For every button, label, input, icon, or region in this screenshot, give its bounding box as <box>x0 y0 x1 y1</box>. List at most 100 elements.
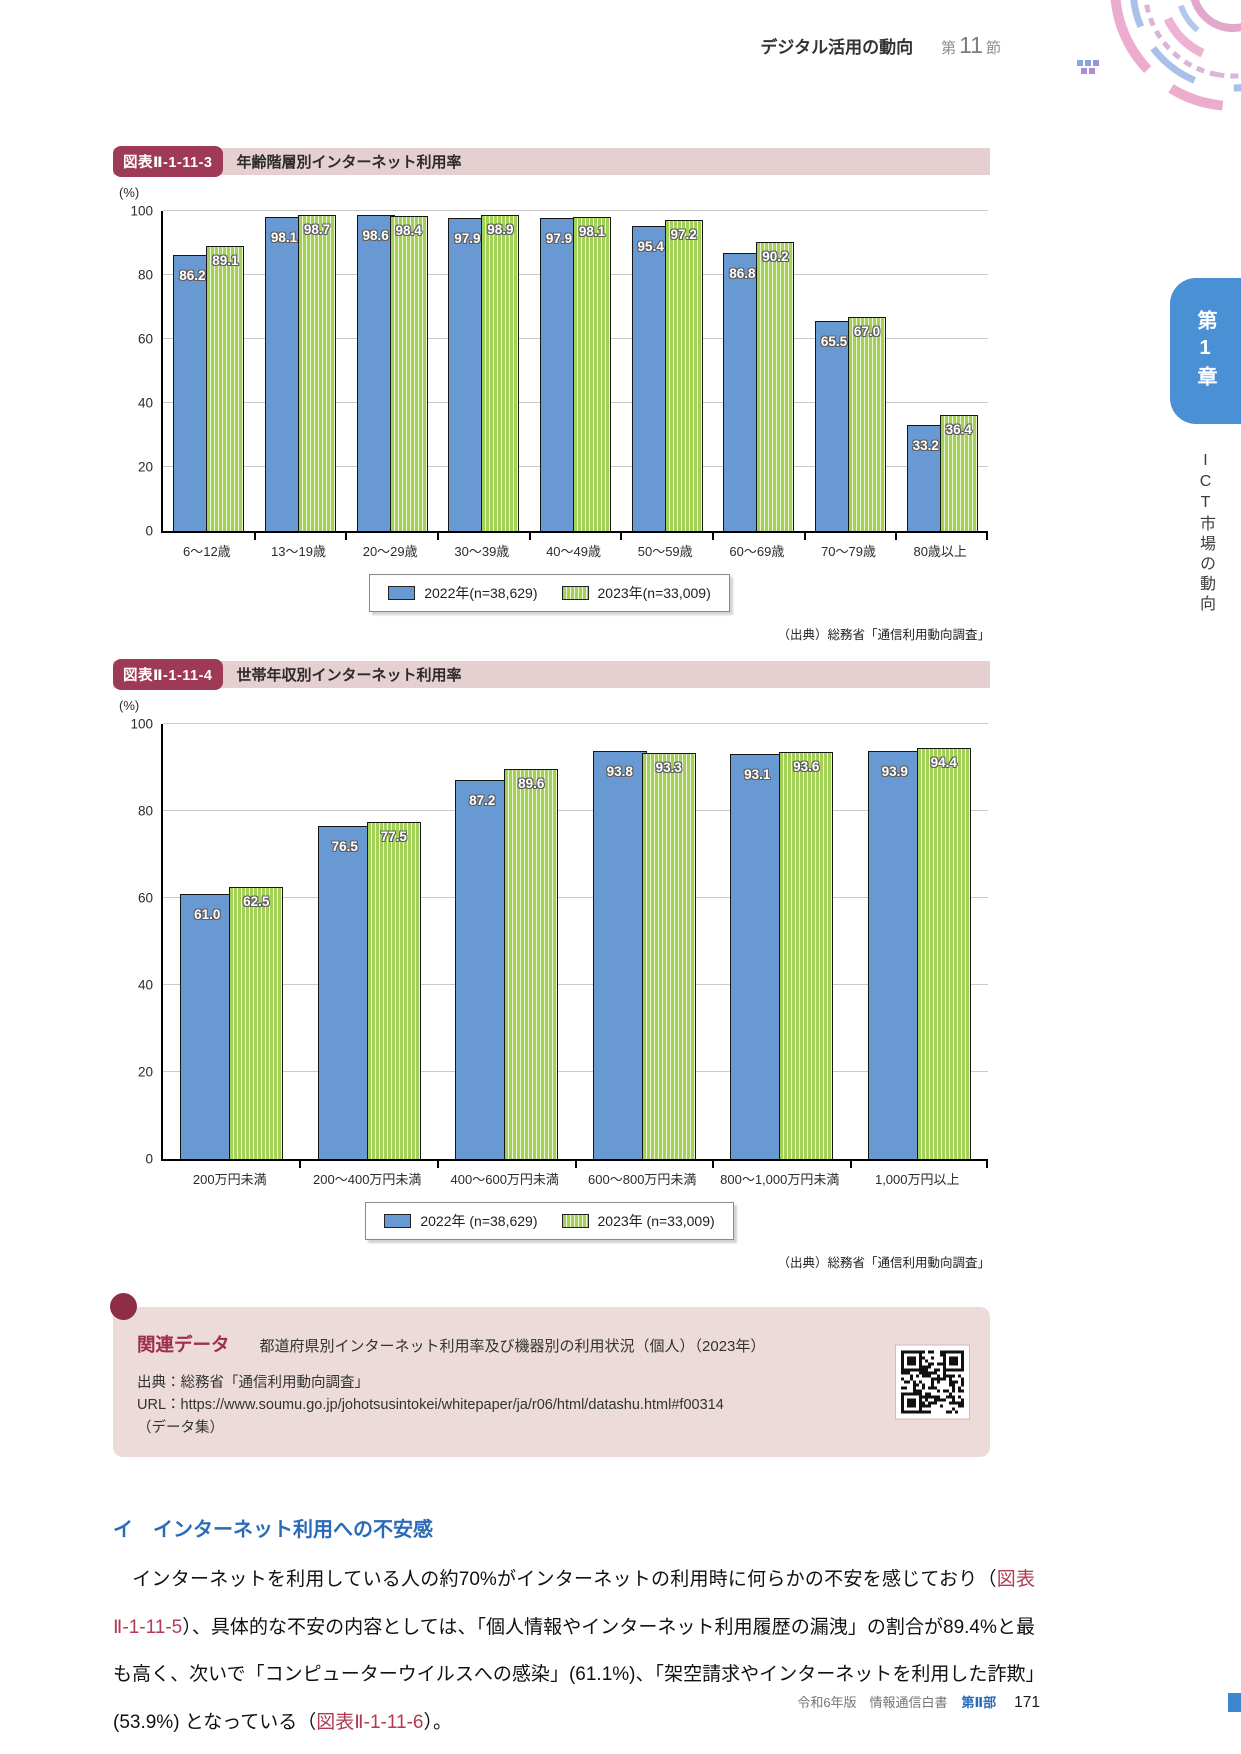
bar-series-2023年: 97.2 <box>664 219 703 531</box>
related-data-details: 出典：総務省「通信利用動向調査」 URL：https://www.soumu.g… <box>137 1372 870 1439</box>
axis-tick <box>528 531 531 540</box>
bar-value-label: 86.2 <box>179 268 206 284</box>
bar-value-label: 36.4 <box>945 421 972 437</box>
figure-block-income: 図表Ⅱ-1-11-4 世帯年収別インターネット利用率 (%) 0 20 40 60 80… <box>113 659 1043 1271</box>
bar-group: 76.5 77.5 <box>301 724 439 1159</box>
bar-series-2022年: 86.2 <box>173 255 212 531</box>
x-category-label: 400～600万円未満 <box>450 1172 559 1187</box>
axis-tick <box>436 531 439 540</box>
bar-group: 97.9 98.1 <box>530 211 622 531</box>
bar-chart-age: (%) 0 20 40 60 80 100 86.2 89.1 98.1 98.7 98.6 98.4… <box>113 185 988 560</box>
source-note: （出典）総務省「通信利用動向調査」 <box>777 1256 990 1270</box>
bar-series-2023年: 67.0 <box>848 316 887 531</box>
page-number: 171 <box>1014 1694 1040 1711</box>
x-category-label: 6～12歳 <box>182 544 231 559</box>
figure-title: 年齢階層別インターネット利用率 <box>236 154 462 171</box>
y-axis-tick-label: 60 <box>137 331 153 347</box>
bar-value-label: 61.0 <box>194 906 221 922</box>
y-axis-tick-label: 60 <box>137 890 153 906</box>
bar-group: 61.0 62.5 <box>163 724 301 1159</box>
bar-series-2022年: 93.8 <box>592 750 647 1159</box>
bar-value-label: 98.6 <box>362 228 389 244</box>
x-category-label: 800～1,000万円未満 <box>720 1172 840 1187</box>
bar-series-2023年: 98.1 <box>573 217 612 531</box>
x-category-label: 70～79歳 <box>821 544 876 559</box>
related-url[interactable]: URL：https://www.soumu.go.jp/johotsusinto… <box>137 1397 724 1414</box>
bar-series-2022年: 93.1 <box>730 754 785 1159</box>
section-suffix: 節 <box>985 40 1001 57</box>
body-text-run: ）、具体的な不安の内容としては、「個人情報やインターネット利用履歴の漏洩」の割合… <box>113 1616 1035 1733</box>
body-text-run: インターネットを利用している人の約70%がインターネットの利用時に何らかの不安を… <box>113 1569 997 1591</box>
bar-series-2023年: 93.3 <box>641 753 696 1159</box>
body-paragraph: インターネットを利用している人の約70%がインターネットの利用時に何らかの不安を… <box>113 1556 1035 1746</box>
bar-value-label: 77.5 <box>380 828 407 844</box>
legend-swatch-2023 <box>561 586 589 600</box>
bar-value-label: 86.8 <box>729 266 756 282</box>
bar-group: 86.8 90.2 <box>713 211 805 531</box>
bar-value-label: 67.0 <box>853 323 881 339</box>
bar-group: 98.1 98.7 <box>255 211 347 531</box>
bar-value-label: 76.5 <box>331 839 358 855</box>
bar-series-2022年: 65.5 <box>815 321 854 531</box>
bar-group: 95.4 97.2 <box>621 211 713 531</box>
legend-wrap: 2022年(n=38,629) 2023年(n=33,009) <box>113 574 986 612</box>
bar-series-2022年: 33.2 <box>906 424 945 531</box>
gridline <box>163 1071 988 1072</box>
bar-group: 98.6 98.4 <box>346 211 438 531</box>
x-category-label: 50～59歳 <box>637 544 693 559</box>
section-prefix: 第 <box>941 40 957 57</box>
x-category-label: 60～69歳 <box>729 544 785 559</box>
y-axis-unit: (%) <box>119 185 140 200</box>
bar-series-2023年: 36.4 <box>939 414 978 531</box>
x-category-label: 13～19歳 <box>271 544 326 559</box>
bar-chart-income: (%) 0 20 40 60 80 100 61.0 62.5 76.5 77.5 87.2 89.6… <box>113 698 989 1188</box>
chart-legend: 2022年(n=38,629) 2023年(n=33,009) <box>369 574 730 612</box>
related-data-title: 都道府県別インターネット利用率及び機器別の利用状況（個人）（2023年） <box>259 1338 766 1355</box>
bar-group: 33.2 36.4 <box>896 211 988 531</box>
axis-tick <box>895 531 898 540</box>
related-data-label: 関連データ <box>137 1334 230 1355</box>
figure-reference[interactable]: 図表Ⅱ-1-11-5 <box>113 1569 1035 1638</box>
gridline <box>163 984 988 985</box>
bar-value-label: 94.4 <box>930 755 957 771</box>
axis-tick <box>574 1159 577 1168</box>
gridline <box>163 897 988 898</box>
figure-id-badge: 図表Ⅱ-1-11-4 <box>113 659 223 690</box>
bar-series-2023年: 98.9 <box>481 214 520 531</box>
x-category-label: 80歳以上 <box>913 544 967 559</box>
y-axis-tick-label: 100 <box>130 716 153 732</box>
x-category-label: 200万円未満 <box>192 1172 267 1187</box>
axis-tick <box>436 1159 439 1168</box>
bar-series-2023年: 98.7 <box>298 215 336 531</box>
legend-label-2022: 2022年 (n=38,629) <box>420 1213 538 1229</box>
x-category-label: 20～29歳 <box>362 544 418 559</box>
main-content: 図表Ⅱ-1-11-3 年齢階層別インターネット利用率 (%) 0 20 40 60 80… <box>110 146 1043 1746</box>
figure-title: 世帯年収別インターネット利用率 <box>236 667 462 684</box>
axis-tick <box>620 531 623 540</box>
bar-group: 93.8 93.3 <box>576 724 714 1159</box>
x-category-label: 30～39歳 <box>454 544 510 559</box>
legend-label-2022: 2022年(n=38,629) <box>424 585 538 601</box>
page-edge-marker <box>1228 1693 1241 1712</box>
figure-reference[interactable]: 図表Ⅱ-1-11-6 <box>316 1711 424 1733</box>
bar-series-2022年: 93.9 <box>867 750 922 1159</box>
figure-block-age: 図表Ⅱ-1-11-3 年齢階層別インターネット利用率 (%) 0 20 40 60 80… <box>113 146 1043 643</box>
bar-value-label: 89.6 <box>518 776 545 792</box>
related-source: 出典：総務省「通信利用動向調査」 <box>137 1375 369 1391</box>
bar-value-label: 97.9 <box>545 230 573 246</box>
x-category-label: 1,000万円以上 <box>874 1172 960 1187</box>
legend-swatch-2022 <box>384 1214 412 1228</box>
bar-group: 93.9 94.4 <box>851 724 989 1159</box>
bar-series-2023年: 98.4 <box>389 216 428 531</box>
x-category-label: 600～800万円未満 <box>588 1172 697 1187</box>
legend-label-2023: 2023年(n=33,009) <box>597 585 711 601</box>
bar-value-label: 93.3 <box>655 760 682 776</box>
axis-tick <box>711 531 714 540</box>
y-axis-tick-label: 80 <box>137 267 153 283</box>
bar-series-2023年: 89.6 <box>504 769 559 1159</box>
bar-value-label: 93.8 <box>606 763 633 779</box>
bar-value-label: 98.7 <box>303 222 331 238</box>
bar-value-label: 98.4 <box>395 223 422 239</box>
page-header-title: デジタル活用の動向 <box>760 38 914 57</box>
